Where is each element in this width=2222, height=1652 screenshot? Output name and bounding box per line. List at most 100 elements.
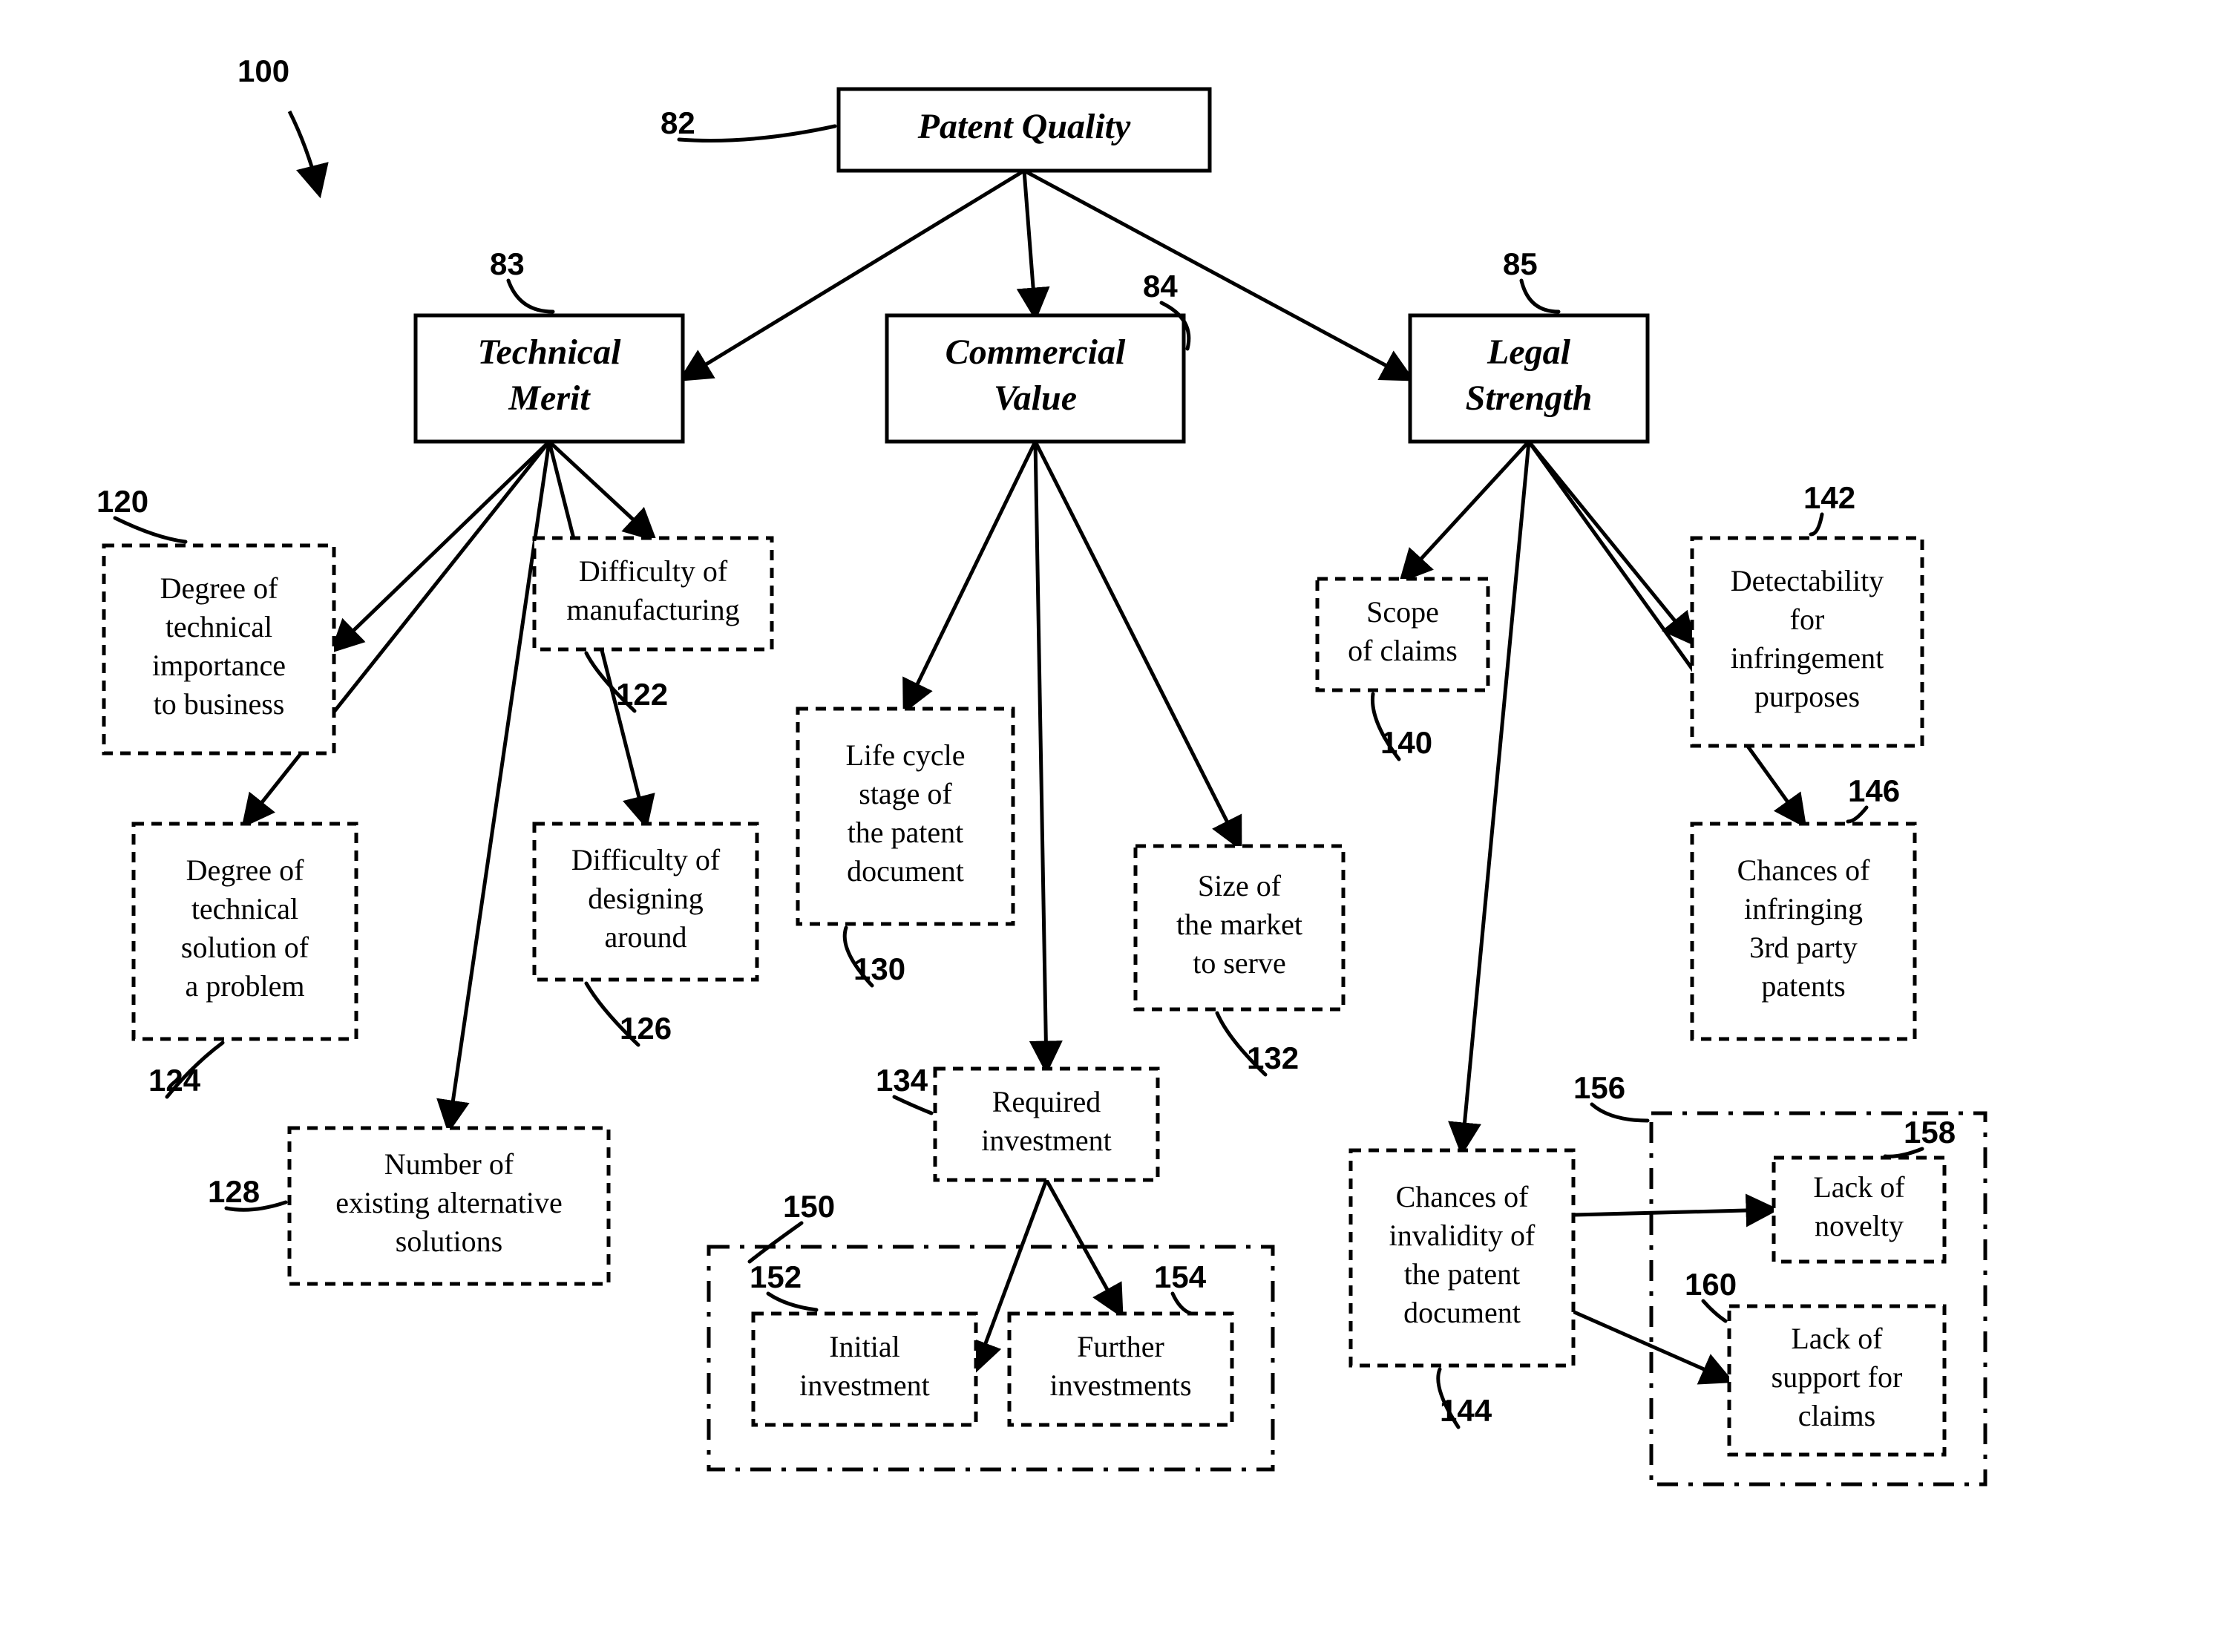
ref-82-label: 82 bbox=[661, 105, 695, 140]
edge-n84-n130 bbox=[905, 442, 1035, 709]
ref-154-label: 154 bbox=[1154, 1259, 1207, 1294]
ref-130: 130 bbox=[845, 928, 905, 986]
node-144-label-line-3: document bbox=[1403, 1296, 1521, 1329]
node-120-label-line-3: to business bbox=[154, 687, 285, 721]
node-142-label-line-3: purposes bbox=[1754, 680, 1860, 713]
ref-156: 156 bbox=[1573, 1070, 1648, 1121]
node-140: Scope of claims bbox=[1317, 579, 1488, 690]
edge-n84-n134 bbox=[1035, 442, 1046, 1069]
node-124-label-line-3: a problem bbox=[185, 969, 304, 1003]
ref-158-leader bbox=[1885, 1149, 1922, 1156]
node-128: Number ofexisting alternativesolutions bbox=[289, 1128, 609, 1284]
node-82-label-line-0: Patent Quality bbox=[917, 107, 1131, 146]
node-144-label-line-2: the patent bbox=[1404, 1257, 1521, 1291]
node-152: Initial investment bbox=[753, 1314, 976, 1425]
node-124: Degree of technical solution of a problem bbox=[134, 824, 356, 1039]
edge-n85-n144 bbox=[1462, 442, 1529, 1150]
node-120: Degree oftechnicalimportanceto business bbox=[104, 545, 334, 753]
ref-126-label: 126 bbox=[620, 1011, 672, 1046]
ref-158-label: 158 bbox=[1904, 1115, 1956, 1150]
node-142-label-line-2: infringement bbox=[1731, 641, 1884, 675]
ref-150-label: 150 bbox=[783, 1189, 835, 1224]
ref-83-label: 83 bbox=[490, 246, 525, 281]
node-152-label-line-1: investment bbox=[799, 1369, 930, 1402]
node-124-label-line-0: Degree of bbox=[186, 853, 304, 887]
node-124-label-line-1: technical bbox=[191, 892, 298, 925]
ref-100-label: 100 bbox=[237, 53, 289, 88]
ref-146-leader bbox=[1848, 807, 1867, 822]
node-158-label-line-0: Lack of bbox=[1813, 1170, 1905, 1204]
ref-134: 134 bbox=[876, 1063, 931, 1113]
edge-n85-n142 bbox=[1529, 442, 1692, 642]
node-142: Detectabilityforinfringementpurposes bbox=[1692, 538, 1922, 746]
node-83: TechnicalMerit bbox=[416, 315, 683, 442]
ref-152: 152 bbox=[750, 1259, 816, 1310]
edge-n84-n132 bbox=[1035, 442, 1239, 846]
node-120-label-line-1: technical bbox=[165, 610, 272, 643]
ref-146-label: 146 bbox=[1848, 773, 1900, 808]
node-146: Chances ofinfringing3rd partypatents bbox=[1692, 824, 1915, 1039]
node-85-label-line-1: Strength bbox=[1466, 378, 1593, 418]
ref-134-leader bbox=[894, 1097, 931, 1113]
ref-150: 150 bbox=[750, 1189, 835, 1262]
ref-134-label: 134 bbox=[876, 1063, 928, 1098]
node-158: Lack ofnovelty bbox=[1774, 1158, 1944, 1262]
ref-82-leader bbox=[679, 126, 835, 141]
ref-158: 158 bbox=[1885, 1115, 1956, 1156]
node-126-label-line-0: Difficulty of bbox=[571, 843, 721, 876]
node-124-label-line-2: solution of bbox=[181, 931, 309, 964]
ref-156-label: 156 bbox=[1573, 1070, 1625, 1105]
ref-120-leader bbox=[115, 518, 186, 542]
node-146-label-line-1: infringing bbox=[1744, 892, 1863, 925]
edge-n144-n158 bbox=[1573, 1210, 1774, 1215]
node-144-label-line-0: Chances of bbox=[1396, 1180, 1530, 1213]
node-152-label-line-0: Initial bbox=[829, 1330, 900, 1363]
node-83-label-line-1: Merit bbox=[508, 378, 591, 418]
node-120-label-line-2: importance bbox=[152, 649, 286, 682]
ref-122-label: 122 bbox=[616, 677, 668, 712]
ref-154-leader bbox=[1173, 1294, 1191, 1314]
node-146-label-line-3: patents bbox=[1761, 969, 1845, 1003]
ref-132: 132 bbox=[1217, 1013, 1299, 1075]
edge-n83-n122 bbox=[549, 442, 653, 538]
ref-84-label: 84 bbox=[1143, 269, 1178, 304]
node-130-label-line-2: the patent bbox=[848, 816, 964, 849]
node-132-label-line-1: the market bbox=[1176, 908, 1302, 941]
ref-128: 128 bbox=[208, 1174, 286, 1210]
node-130: Life cycle stage of the patent document bbox=[798, 709, 1013, 924]
ref-152-label: 152 bbox=[750, 1259, 802, 1294]
ref-160-label: 160 bbox=[1685, 1267, 1737, 1302]
node-132-label-line-2: to serve bbox=[1193, 946, 1286, 980]
figure-ref-arrow bbox=[289, 111, 319, 193]
ref-156-leader bbox=[1592, 1104, 1648, 1121]
node-154-label-line-1: investments bbox=[1049, 1369, 1191, 1402]
node-146-label-line-2: 3rd party bbox=[1749, 931, 1858, 964]
node-130-label-line-3: document bbox=[847, 854, 964, 888]
ref-126: 126 bbox=[586, 983, 672, 1046]
patent-quality-diagram: Patent Quality TechnicalMerit Commercial Va… bbox=[0, 0, 2222, 1652]
node-85-label-line-0: Legal bbox=[1487, 332, 1571, 372]
ref-82: 82 bbox=[661, 105, 835, 141]
node-85: Legal Strength bbox=[1410, 315, 1648, 442]
node-122: Difficulty ofmanufacturing bbox=[534, 538, 772, 649]
ref-142: 142 bbox=[1803, 480, 1855, 534]
ref-85-label: 85 bbox=[1503, 246, 1538, 281]
node-128-label-line-2: solutions bbox=[396, 1225, 502, 1258]
ref-142-leader bbox=[1811, 514, 1822, 534]
edge-n85-n140 bbox=[1403, 442, 1529, 579]
node-130-label-line-1: stage of bbox=[859, 777, 952, 810]
edge-n83-n128 bbox=[449, 442, 549, 1128]
node-130-label-line-0: Life cycle bbox=[846, 738, 966, 772]
node-140-label-line-0: Scope bbox=[1366, 595, 1439, 629]
node-140-label-line-1: of claims bbox=[1348, 634, 1458, 667]
ref-120-label: 120 bbox=[96, 484, 148, 519]
edge-n82-n84 bbox=[1024, 171, 1035, 315]
ref-146: 146 bbox=[1848, 773, 1900, 822]
node-144-label-line-1: invalidity of bbox=[1389, 1219, 1536, 1252]
ref-132-label: 132 bbox=[1247, 1040, 1299, 1075]
node-128-label-line-1: existing alternative bbox=[335, 1186, 562, 1219]
node-84-label-line-1: Value bbox=[994, 378, 1077, 418]
nodes: Patent Quality TechnicalMerit Commercial Va… bbox=[104, 89, 1944, 1455]
ref-152-leader bbox=[768, 1294, 816, 1310]
node-84-label-line-0: Commercial bbox=[946, 332, 1126, 372]
